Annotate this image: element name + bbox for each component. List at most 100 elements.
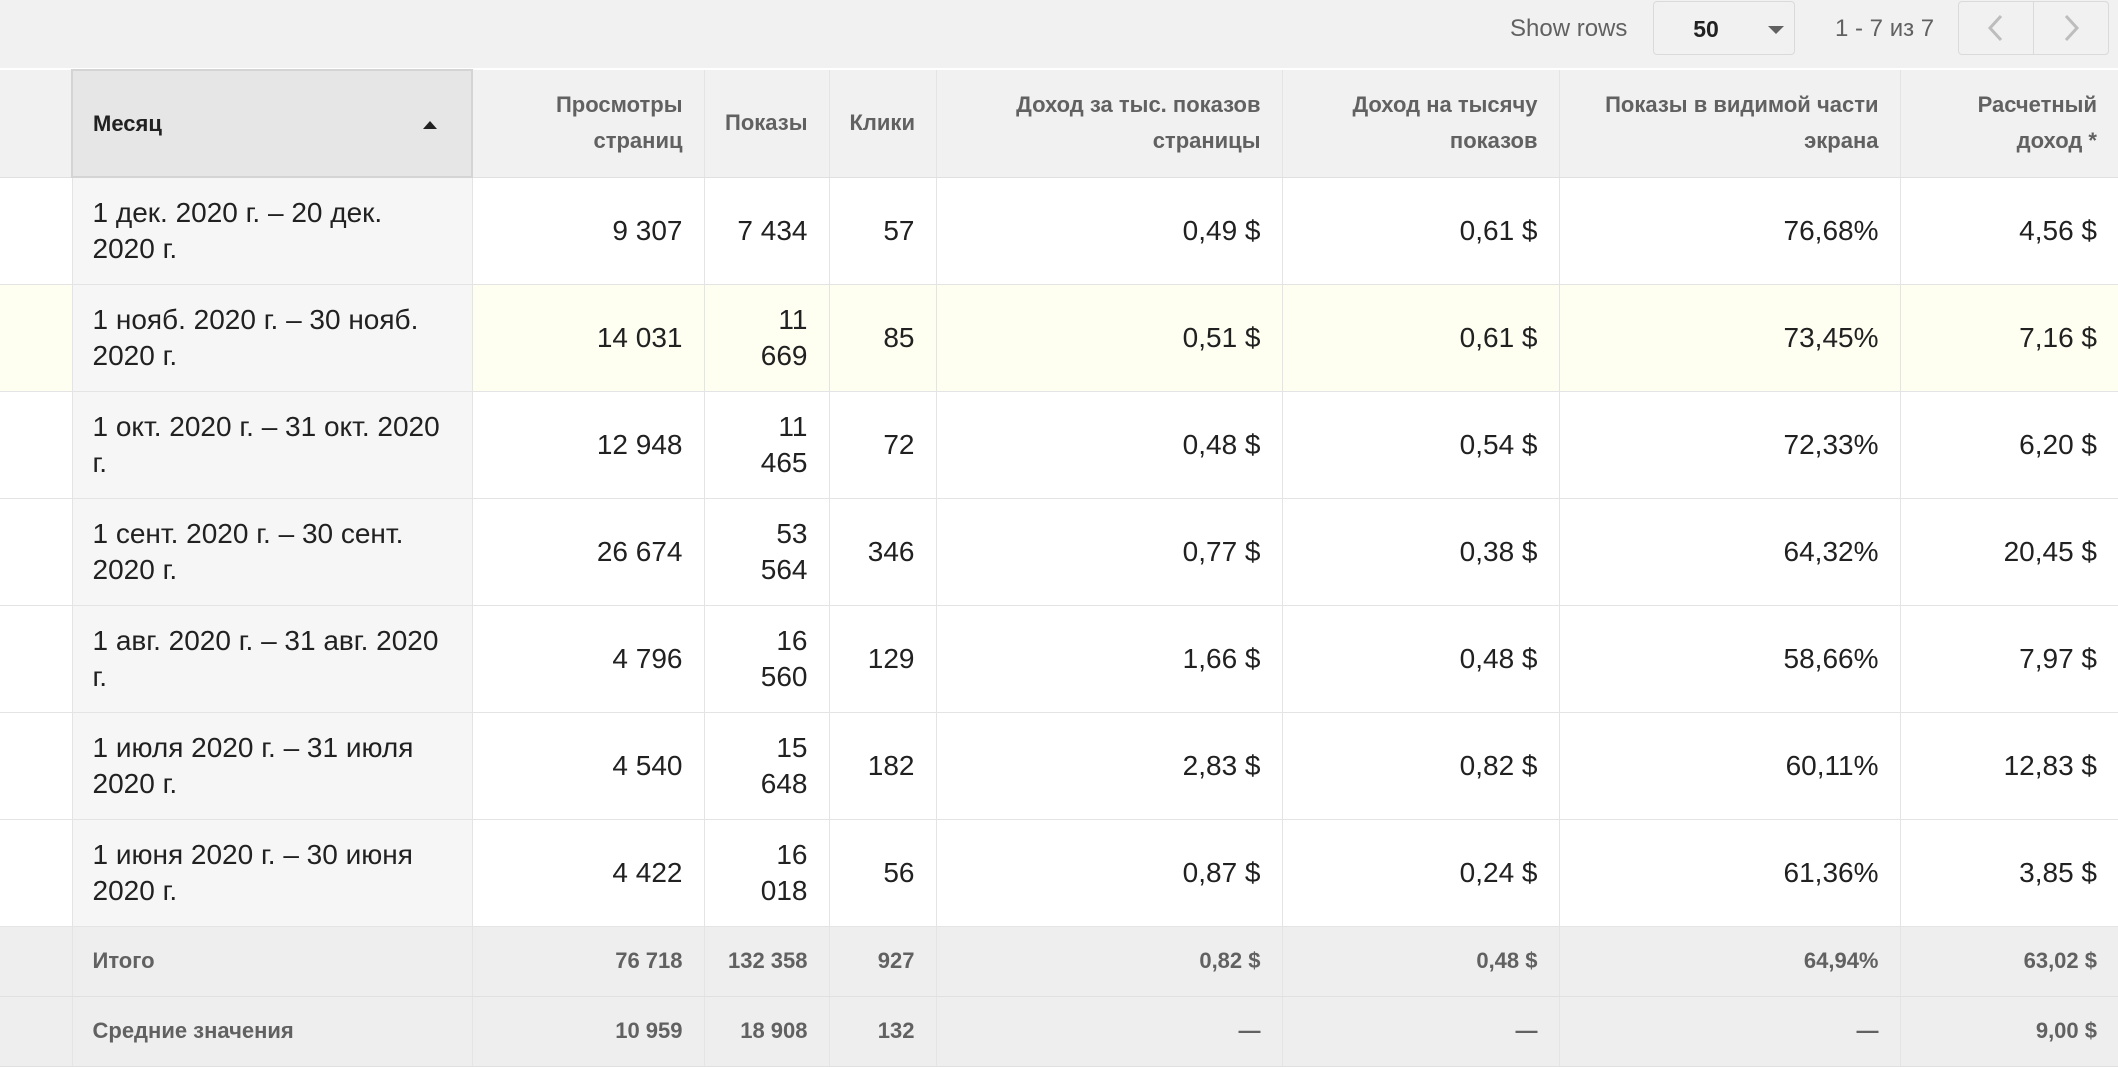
cell-month: 1 июня 2020 г. – 30 июня 2020 г. bbox=[72, 819, 473, 927]
cell-month: 1 авг. 2020 г. – 31 авг. 2020 г. bbox=[72, 605, 473, 713]
cell-impression-rpm: 0,54 $ bbox=[1282, 391, 1560, 499]
cell-viewability: 60,11% bbox=[1559, 712, 1901, 820]
cell-month: 1 июля 2020 г. – 31 июля 2020 г. bbox=[72, 712, 473, 820]
column-header-earnings[interactable]: Расчетный доход * bbox=[1900, 70, 2118, 178]
row-gutter bbox=[0, 996, 73, 1067]
cell-page-rpm: 0,77 $ bbox=[936, 498, 1283, 606]
table-row[interactable]: 1 сент. 2020 г. – 30 сент. 2020 г. 26 67… bbox=[0, 498, 2118, 606]
column-header-viewability[interactable]: Показы в видимой части экрана bbox=[1559, 70, 1901, 178]
table-row[interactable]: 1 окт. 2020 г. – 31 окт. 2020 г. 12 948 … bbox=[0, 391, 2118, 499]
cell-impressions: 7 434 bbox=[704, 177, 830, 285]
average-impressions: 18 908 bbox=[704, 996, 830, 1067]
cell-clicks: 72 bbox=[829, 391, 937, 499]
cell-pageviews: 14 031 bbox=[472, 284, 705, 392]
table-row[interactable]: 1 дек. 2020 г. – 20 дек. 2020 г. 9 307 7… bbox=[0, 177, 2118, 285]
table-header-row: Месяц Просмотры страниц Показы Клики Дох… bbox=[0, 69, 2118, 178]
cell-viewability: 73,45% bbox=[1559, 284, 1901, 392]
column-header-page-rpm[interactable]: Доход за тыс. показов страницы bbox=[936, 70, 1283, 178]
cell-impressions: 16 018 bbox=[704, 819, 830, 927]
cell-clicks: 56 bbox=[829, 819, 937, 927]
total-impression-rpm: 0,48 $ bbox=[1282, 926, 1560, 997]
cell-viewability: 72,33% bbox=[1559, 391, 1901, 499]
cell-earnings: 7,97 $ bbox=[1900, 605, 2118, 713]
column-header-impression-rpm[interactable]: Доход на тысячу показов bbox=[1282, 70, 1560, 178]
total-row: Итого 76 718 132 358 927 0,82 $ 0,48 $ 6… bbox=[0, 926, 2118, 997]
cell-impression-rpm: 0,38 $ bbox=[1282, 498, 1560, 606]
total-earnings: 63,02 $ bbox=[1900, 926, 2118, 997]
page-range-indicator: 1 - 7 из 7 bbox=[1835, 15, 1935, 42]
cell-pageviews: 4 540 bbox=[472, 712, 705, 820]
table-row[interactable]: 1 июня 2020 г. – 30 июня 2020 г. 4 422 1… bbox=[0, 819, 2118, 927]
row-gutter bbox=[0, 819, 73, 927]
cell-impression-rpm: 0,61 $ bbox=[1282, 177, 1560, 285]
average-row: Средние значения 10 959 18 908 132 — — —… bbox=[0, 996, 2118, 1067]
cell-page-rpm: 0,87 $ bbox=[936, 819, 1283, 927]
cell-month: 1 нояб. 2020 г. – 30 нояб. 2020 г. bbox=[72, 284, 473, 392]
table-row[interactable]: 1 нояб. 2020 г. – 30 нояб. 2020 г. 14 03… bbox=[0, 284, 2118, 392]
next-page-button[interactable] bbox=[2033, 2, 2108, 54]
cell-viewability: 58,66% bbox=[1559, 605, 1901, 713]
cell-page-rpm: 1,66 $ bbox=[936, 605, 1283, 713]
cell-month: 1 окт. 2020 г. – 31 окт. 2020 г. bbox=[72, 391, 473, 499]
row-gutter bbox=[0, 712, 73, 820]
table-row[interactable]: 1 авг. 2020 г. – 31 авг. 2020 г. 4 796 1… bbox=[0, 605, 2118, 713]
cell-viewability: 61,36% bbox=[1559, 819, 1901, 927]
cell-impressions: 16 560 bbox=[704, 605, 830, 713]
cell-impressions: 15 648 bbox=[704, 712, 830, 820]
cell-clicks: 129 bbox=[829, 605, 937, 713]
cell-month: 1 дек. 2020 г. – 20 дек. 2020 г. bbox=[72, 177, 473, 285]
column-header-label: Месяц bbox=[93, 110, 162, 136]
previous-page-button[interactable] bbox=[1959, 2, 2033, 54]
row-select-gutter bbox=[0, 70, 73, 178]
cell-impression-rpm: 0,48 $ bbox=[1282, 605, 1560, 713]
cell-page-rpm: 0,48 $ bbox=[936, 391, 1283, 499]
total-viewability: 64,94% bbox=[1559, 926, 1901, 997]
show-rows-label: Show rows bbox=[1510, 15, 1628, 42]
row-gutter bbox=[0, 177, 73, 285]
cell-earnings: 7,16 $ bbox=[1900, 284, 2118, 392]
average-impression-rpm: — bbox=[1282, 996, 1560, 1067]
cell-clicks: 85 bbox=[829, 284, 937, 392]
cell-viewability: 64,32% bbox=[1559, 498, 1901, 606]
cell-earnings: 6,20 $ bbox=[1900, 391, 2118, 499]
cell-month: 1 сент. 2020 г. – 30 сент. 2020 г. bbox=[72, 498, 473, 606]
average-viewability: — bbox=[1559, 996, 1901, 1067]
total-page-rpm: 0,82 $ bbox=[936, 926, 1283, 997]
cell-pageviews: 4 422 bbox=[472, 819, 705, 927]
column-header-month[interactable]: Месяц bbox=[71, 69, 473, 178]
sort-up-icon[interactable] bbox=[423, 121, 437, 129]
total-impressions: 132 358 bbox=[704, 926, 830, 997]
total-label: Итого bbox=[72, 926, 473, 997]
column-header-pageviews[interactable]: Просмотры страниц bbox=[472, 70, 705, 178]
table-toolbar: Show rows 50 1 - 7 из 7 bbox=[0, 0, 2118, 68]
cell-impression-rpm: 0,24 $ bbox=[1282, 819, 1560, 927]
cell-earnings: 4,56 $ bbox=[1900, 177, 2118, 285]
pagination-controls bbox=[1958, 1, 2109, 55]
cell-impression-rpm: 0,82 $ bbox=[1282, 712, 1560, 820]
average-earnings: 9,00 $ bbox=[1900, 996, 2118, 1067]
cell-earnings: 20,45 $ bbox=[1900, 498, 2118, 606]
cell-pageviews: 4 796 bbox=[472, 605, 705, 713]
cell-earnings: 12,83 $ bbox=[1900, 712, 2118, 820]
cell-clicks: 57 bbox=[829, 177, 937, 285]
earnings-report-table: Месяц Просмотры страниц Показы Клики Дох… bbox=[0, 69, 2118, 1067]
table-row[interactable]: 1 июля 2020 г. – 31 июля 2020 г. 4 540 1… bbox=[0, 712, 2118, 820]
cell-pageviews: 9 307 bbox=[472, 177, 705, 285]
cell-impressions: 53 564 bbox=[704, 498, 830, 606]
cell-clicks: 346 bbox=[829, 498, 937, 606]
row-gutter bbox=[0, 605, 73, 713]
average-page-rpm: — bbox=[936, 996, 1283, 1067]
rows-per-page-select[interactable]: 50 bbox=[1653, 1, 1795, 55]
chevron-left-icon bbox=[1987, 14, 2003, 42]
column-header-clicks[interactable]: Клики bbox=[829, 70, 937, 178]
average-pageviews: 10 959 bbox=[472, 996, 705, 1067]
row-gutter bbox=[0, 391, 73, 499]
cell-pageviews: 12 948 bbox=[472, 391, 705, 499]
column-header-impressions[interactable]: Показы bbox=[704, 70, 830, 178]
cell-pageviews: 26 674 bbox=[472, 498, 705, 606]
average-clicks: 132 bbox=[829, 996, 937, 1067]
average-label: Средние значения bbox=[72, 996, 473, 1067]
caret-down-icon bbox=[1768, 26, 1784, 34]
row-gutter bbox=[0, 498, 73, 606]
cell-impressions: 11 669 bbox=[704, 284, 830, 392]
